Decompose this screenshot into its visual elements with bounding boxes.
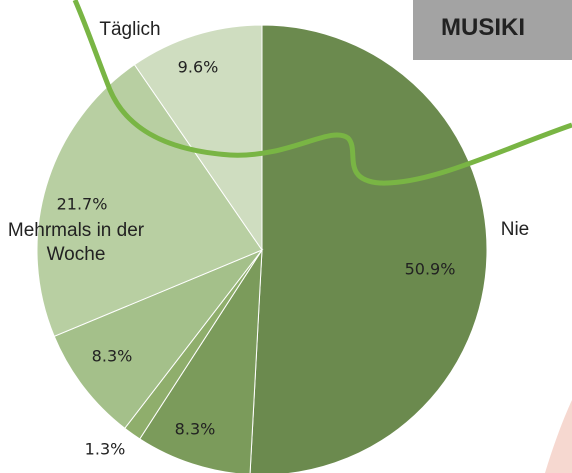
pie <box>36 24 488 473</box>
value-label: 9.6% <box>178 58 219 77</box>
slice <box>139 248 263 473</box>
value-label: 8.3% <box>92 347 133 366</box>
category-label: Täglich <box>99 19 161 40</box>
category-label: Mehrmals in der Woche <box>7 220 145 265</box>
value-label: 1.3% <box>85 440 126 459</box>
category-label: Nie <box>500 219 530 240</box>
value-labels: 50.9% 8.3% 1.3% 8.3% 21.7% 9.6% <box>57 58 456 459</box>
decoration <box>545 400 572 473</box>
slice <box>133 24 263 252</box>
slice <box>249 24 488 473</box>
title: MUSIKI <box>413 0 572 60</box>
value-label: 50.9% <box>405 260 456 279</box>
value-label: 21.7% <box>57 195 108 214</box>
slice <box>53 248 264 430</box>
value-label: 8.3% <box>175 420 216 439</box>
decoration-curve <box>72 0 572 186</box>
